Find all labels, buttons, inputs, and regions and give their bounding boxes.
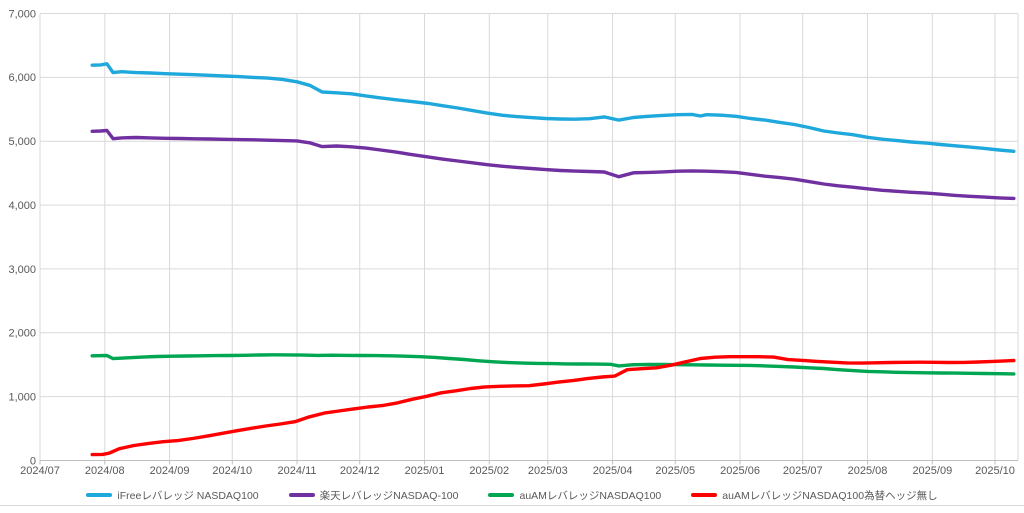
y-axis-tick-label: 3,000 — [8, 264, 36, 276]
x-axis-tick-label: 2024/10 — [212, 465, 252, 477]
legend-line-swatch — [691, 493, 718, 497]
series-line-auam-leveraged-nasdaq100-unhedged — [90, 355, 1016, 457]
series-line-auam-leveraged-nasdaq100 — [90, 353, 1016, 376]
x-axis — [39, 460, 1018, 465]
x-axis-tick-label: 2025/01 — [405, 465, 445, 477]
series-line-rakuten-leveraged-nasdaq-100 — [90, 128, 1016, 201]
series-line-ifree-leveraged-nasdaq100 — [90, 62, 1016, 154]
y-axis-tick-label: 1,000 — [8, 391, 36, 403]
y-axis-tick-label: 7,000 — [8, 8, 36, 20]
legend-label: iFreeレバレッジ NASDAQ100 — [117, 489, 259, 502]
legend-line-swatch — [86, 493, 113, 497]
gridlines — [39, 13, 1019, 462]
x-axis-labels: 2024/07 2024/08 2024/09 2024/10 2024/11 2024/… — [20, 465, 1015, 477]
y-axis-tick-label: 6,000 — [8, 72, 36, 84]
legend-item-auam-leveraged-nasdaq100-unhedged[interactable]: auAMレバレッジNASDAQ100為替ヘッジ無し — [691, 488, 938, 503]
chart-legend: iFreeレバレッジ NASDAQ100 楽天レバレッジNASDAQ-100 a… — [0, 486, 1024, 504]
legend-line-swatch — [488, 493, 515, 497]
x-axis-tick-label: 2025/10 — [975, 465, 1015, 477]
x-axis-tick-label: 2024/12 — [340, 465, 380, 477]
y-axis-tick-label: 5,000 — [8, 136, 36, 148]
x-axis-tick-label: 2024/09 — [150, 465, 190, 477]
legend-line-swatch — [288, 493, 315, 497]
legend-label: auAMレバレッジNASDAQ100 — [519, 489, 662, 502]
x-axis-tick-label: 2025/05 — [655, 465, 695, 477]
legend-label: 楽天レバレッジNASDAQ-100 — [319, 489, 459, 502]
y-axis-tick-label: 4,000 — [8, 200, 36, 212]
y-axis-labels: 0 1,000 2,000 3,000 4,000 5,000 6,000 7,000 — [8, 8, 36, 467]
legend-item-auam-leveraged-nasdaq100[interactable]: auAMレバレッジNASDAQ100 — [488, 488, 661, 503]
x-axis-tick-label: 2025/07 — [783, 465, 823, 477]
x-axis-tick-label: 2024/07 — [20, 465, 60, 477]
x-axis-tick-label: 2025/02 — [469, 465, 509, 477]
x-axis-tick-label: 2024/08 — [85, 465, 125, 477]
x-axis-tick-label: 2025/04 — [593, 465, 633, 477]
x-axis-tick-label: 2025/09 — [912, 465, 952, 477]
x-axis-tick-label: 2025/06 — [720, 465, 760, 477]
legend-item-rakuten-leveraged-nasdaq-100[interactable]: 楽天レバレッジNASDAQ-100 — [288, 488, 459, 503]
x-axis-tick-label: 2025/03 — [528, 465, 568, 477]
x-axis-tick-label: 2025/08 — [848, 465, 888, 477]
x-axis-tick-label: 2024/11 — [278, 465, 317, 477]
bottom-divider — [0, 505, 1024, 506]
legend-label: auAMレバレッジNASDAQ100為替ヘッジ無し — [722, 489, 938, 502]
legend-item-ifree-leveraged-nasdaq100[interactable]: iFreeレバレッジ NASDAQ100 — [86, 488, 259, 503]
y-axis-tick-label: 2,000 — [8, 328, 36, 340]
y-axis-tick-label: 0 — [30, 455, 36, 467]
